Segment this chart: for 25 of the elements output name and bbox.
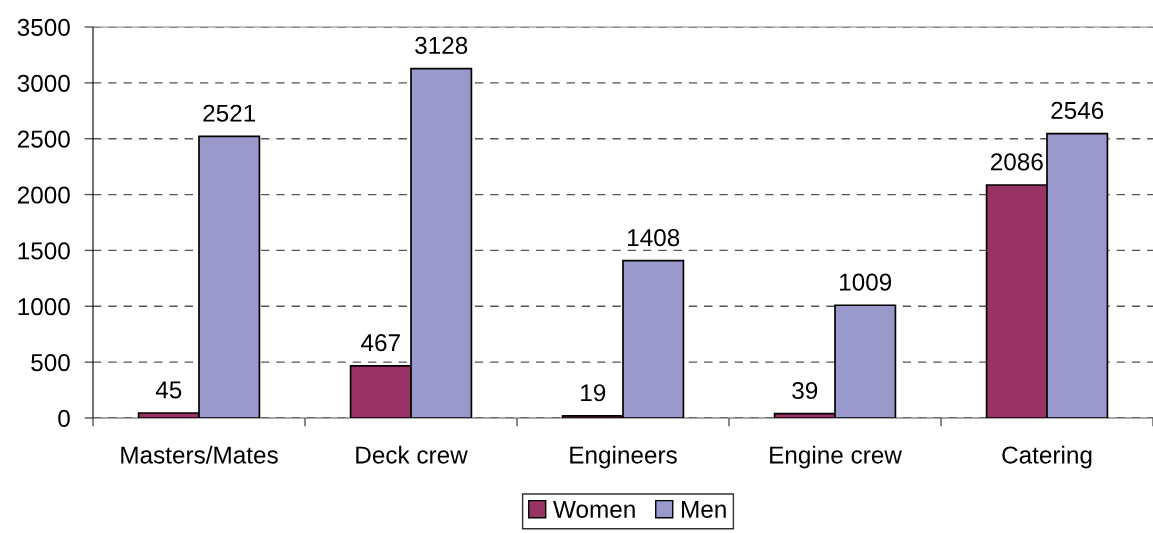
y-tick-label: 0 (58, 409, 70, 428)
data-label: 2521 (203, 104, 256, 122)
y-tick-label: 500 (31, 353, 70, 372)
y-tick-label: 3000 (17, 74, 70, 92)
data-label: 3128 (415, 36, 468, 55)
y-tick-label: 2000 (17, 186, 70, 204)
data-label: 2086 (990, 153, 1043, 171)
x-tick-label: Deck crew (356, 445, 468, 464)
x-tick-label: Engine crew (770, 445, 902, 469)
x-tick-label: Catering (1002, 445, 1092, 469)
x-tick-label: Engineers (570, 445, 677, 469)
legend-label: Women (553, 500, 635, 518)
y-tick-label: 1500 (18, 242, 70, 260)
data-label: 2546 (1051, 101, 1104, 120)
data-label: 39 (792, 381, 818, 400)
y-tick-label: 3500 (17, 18, 70, 37)
x-tick-label: Masters/Mates (121, 445, 278, 464)
data-label: 19 (581, 384, 606, 402)
data-label: 45 (155, 381, 182, 399)
legend-label: Men (682, 500, 726, 518)
y-tick-label: 1000 (18, 298, 70, 316)
data-label: 467 (361, 334, 400, 352)
data-label: 1408 (628, 228, 680, 247)
data-label: 1009 (840, 273, 892, 291)
y-tick-label: 2500 (17, 130, 70, 148)
